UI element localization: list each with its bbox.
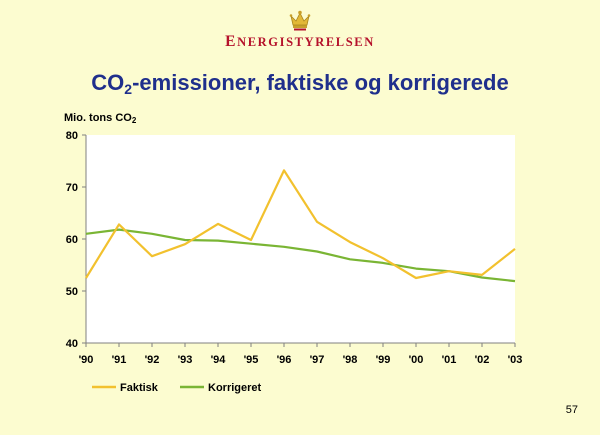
x-tick-label: '98 xyxy=(343,354,358,366)
y-tick-label: 60 xyxy=(66,234,78,246)
series-line-korrigeret xyxy=(85,228,516,283)
legend-label-faktisk: Faktisk xyxy=(120,382,159,394)
series-line-faktisk xyxy=(85,169,516,280)
x-tick-label: '00 xyxy=(409,354,424,366)
x-tick-label: '90 xyxy=(79,354,94,366)
x-tick-label: '03 xyxy=(508,354,523,366)
title-subscript: 2 xyxy=(124,81,133,97)
plot-area xyxy=(86,135,515,343)
x-tick-label: '92 xyxy=(145,354,160,366)
x-tick-label: '91 xyxy=(112,354,127,366)
crown-icon xyxy=(289,10,311,31)
y-tick-label: 80 xyxy=(66,130,78,142)
x-tick-label: '02 xyxy=(475,354,490,366)
title-suffix: -emissioner, faktiske og korrigerede xyxy=(132,70,509,95)
title-prefix: CO xyxy=(91,70,125,95)
x-tick-label: '93 xyxy=(178,354,193,366)
x-tick-label: '99 xyxy=(376,354,391,366)
y-axis-label-text: Mio. tons CO xyxy=(64,112,132,124)
x-tick-label: '94 xyxy=(211,354,227,366)
x-tick-label: '01 xyxy=(442,354,457,366)
logo: ENERGISTYRELSEN xyxy=(0,10,600,51)
y-axis-label: Mio. tons CO2 xyxy=(64,112,136,125)
page-number: 57 xyxy=(565,404,578,416)
brand-rest: NERGISTYRELSEN xyxy=(237,35,375,49)
brand-first-letter: E xyxy=(225,33,238,50)
x-tick-label: '95 xyxy=(244,354,259,366)
x-tick-label: '97 xyxy=(310,354,325,366)
legend-label-korrigeret: Korrigeret xyxy=(208,382,262,394)
y-tick-label: 50 xyxy=(66,286,78,298)
y-tick-label: 40 xyxy=(66,338,78,350)
brand-wordmark: ENERGISTYRELSEN xyxy=(0,33,600,51)
y-tick-label: 70 xyxy=(66,182,78,194)
page-title: CO2-emissioner, faktiske og korrigerede xyxy=(0,70,600,97)
y-axis-label-subscript: 2 xyxy=(131,116,137,125)
x-tick-label: '96 xyxy=(277,354,292,366)
